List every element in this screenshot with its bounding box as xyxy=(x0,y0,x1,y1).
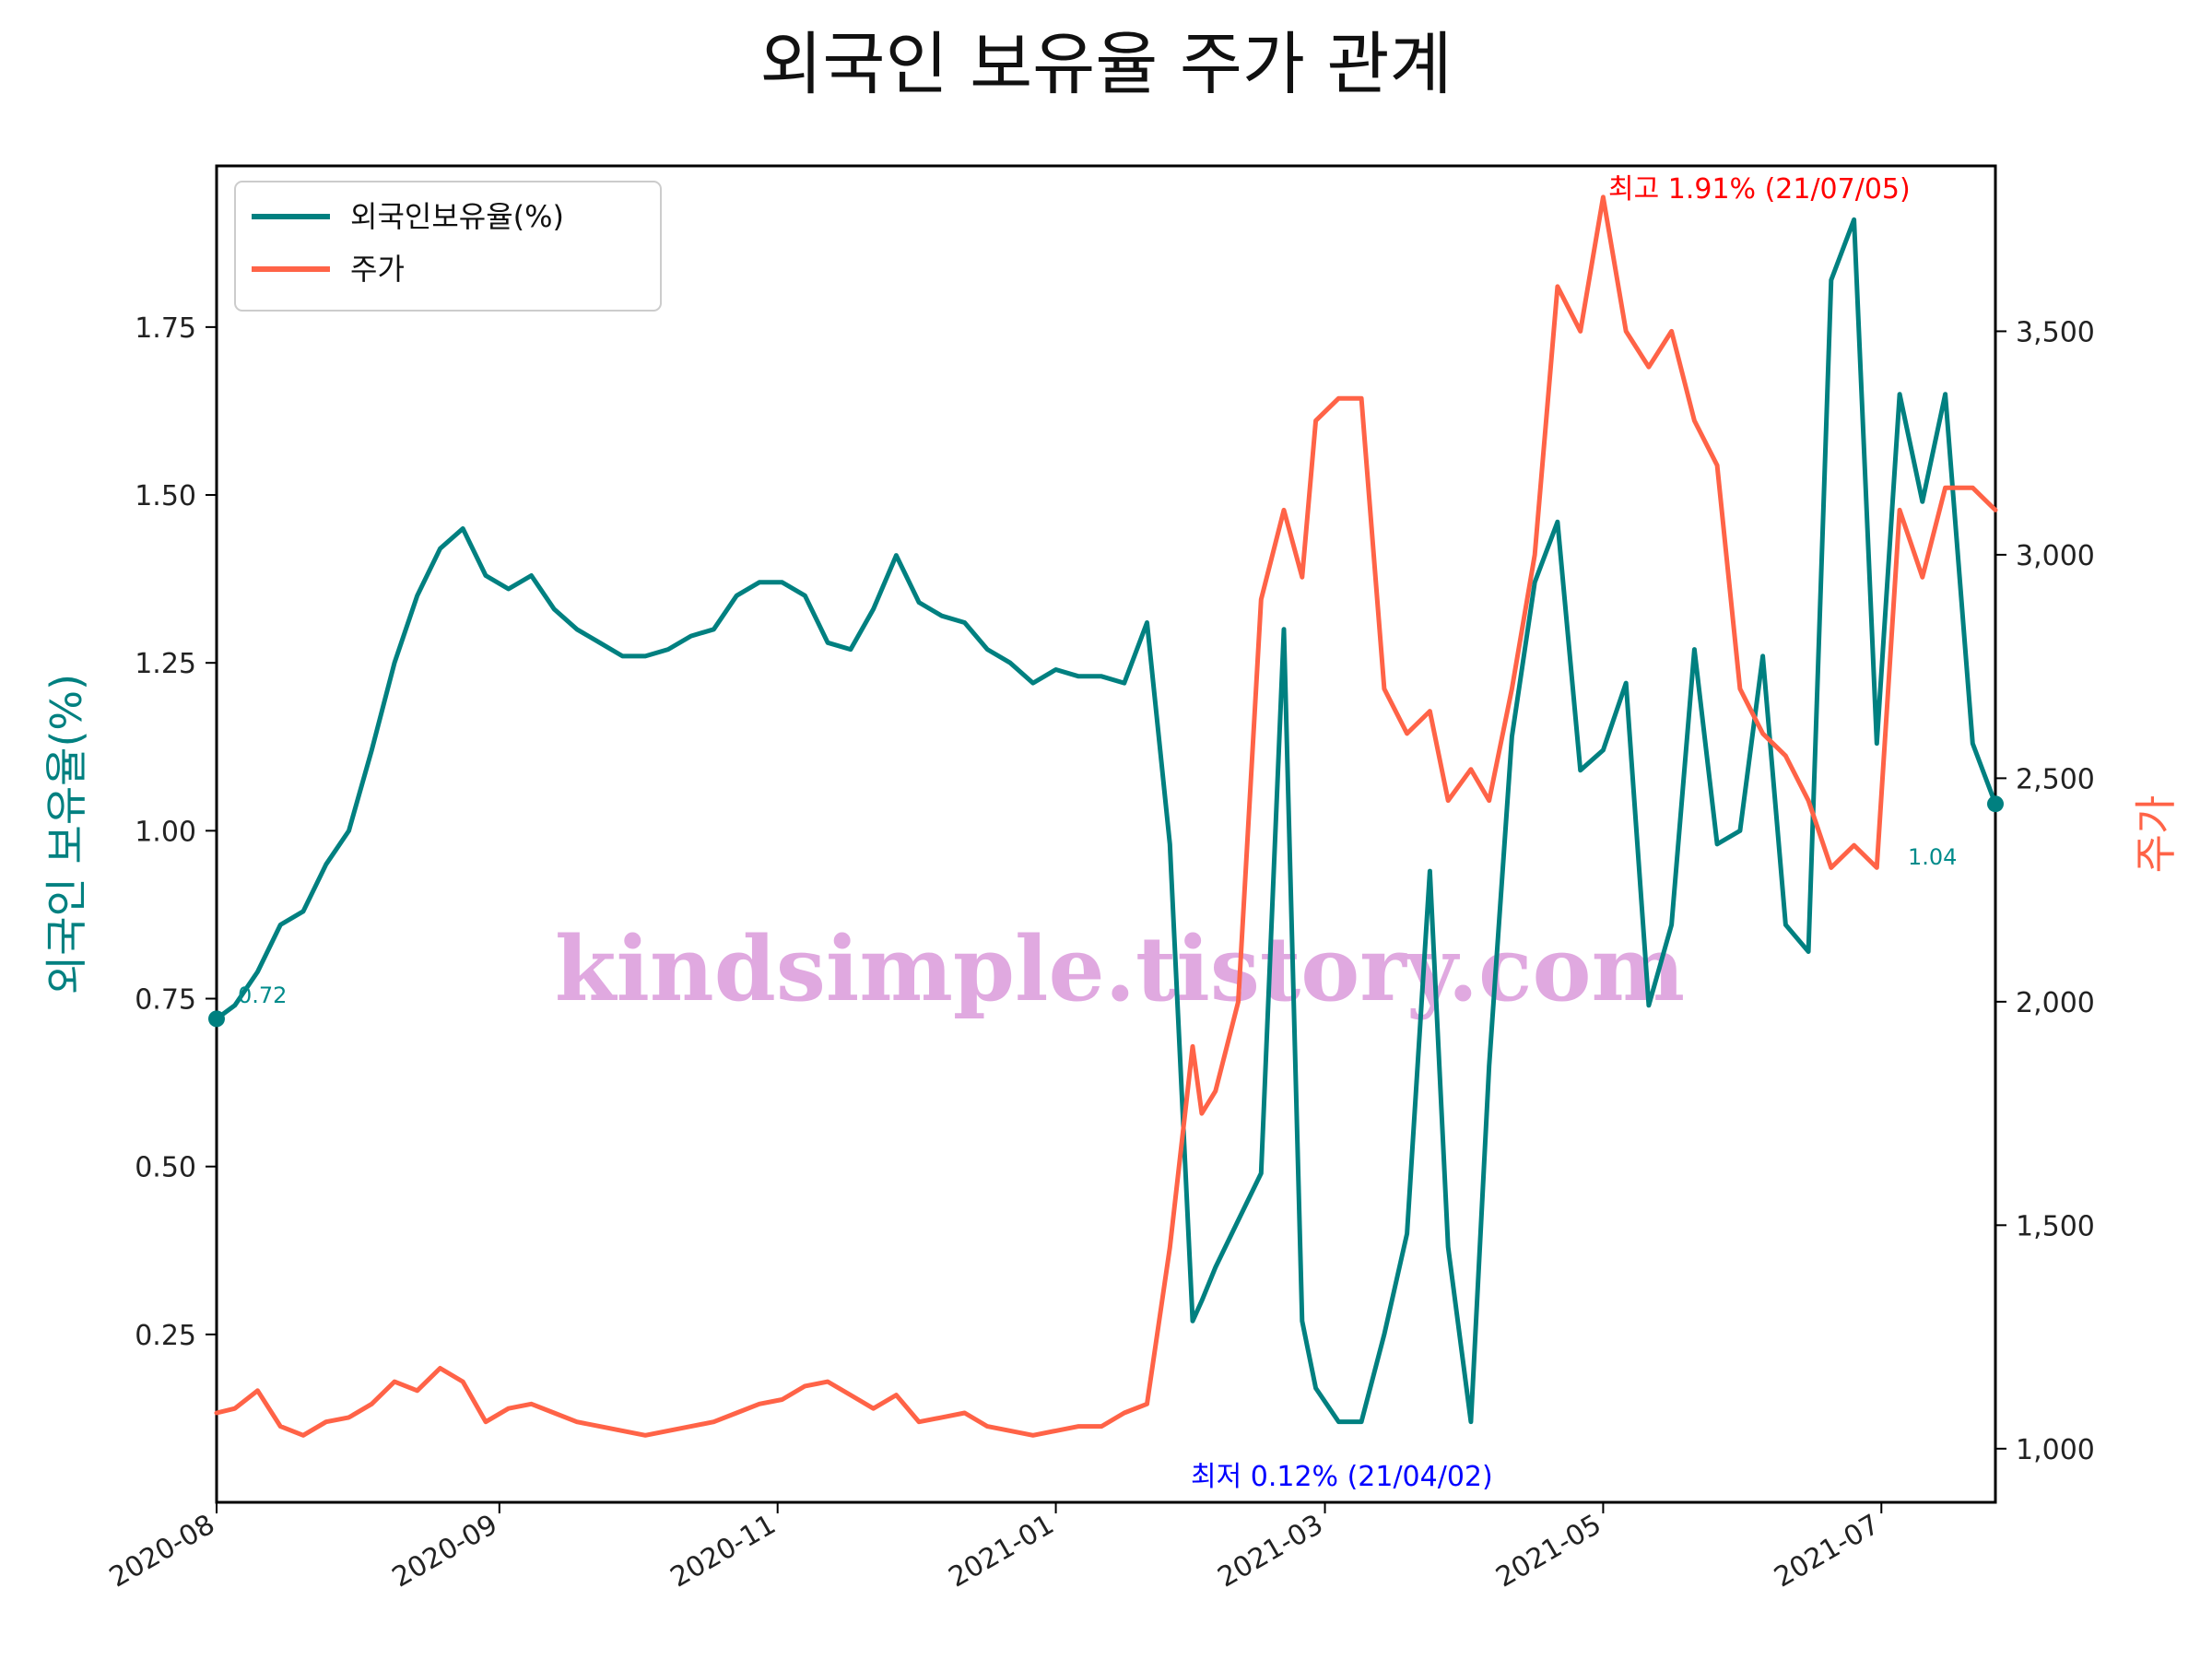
left-y-tick-label: 1.25 xyxy=(135,648,196,680)
max-annotation: 최고 1.91% (21/07/05) xyxy=(1608,173,1911,206)
end-point-marker xyxy=(1987,795,2004,813)
legend: 외국인보유율(%) 주가 xyxy=(234,181,662,312)
right-y-tick-label: 1,000 xyxy=(2016,1434,2095,1466)
right-y-tick-label: 2,500 xyxy=(2016,763,2095,795)
start-point-marker xyxy=(208,1010,225,1028)
start-value-label: 0.72 xyxy=(238,982,287,1008)
right-y-tick-label: 3,500 xyxy=(2016,316,2095,348)
legend-label-price: 주가 xyxy=(350,252,405,287)
left-y-tick-label: 0.25 xyxy=(135,1320,196,1352)
plot-frame xyxy=(215,164,1997,1504)
legend-box xyxy=(234,181,662,312)
legend-label-ratio: 외국인보유율(%) xyxy=(350,199,564,234)
min-annotation: 최저 0.12% (21/04/02) xyxy=(1191,1461,1493,1493)
price-series-line xyxy=(214,194,1998,1438)
left-y-tick-label: 1.00 xyxy=(135,816,196,848)
left-y-tick-label: 1.75 xyxy=(135,312,196,345)
chart-title: 외국인 보유율 주가 관계 xyxy=(759,25,1452,104)
left-y-tick-label: 1.50 xyxy=(135,480,196,512)
plot-area xyxy=(215,164,1997,1504)
ratio-series-line xyxy=(214,217,1998,1425)
end-value-label: 1.04 xyxy=(1908,844,1957,870)
right-y-tick-label: 1,500 xyxy=(2016,1210,2095,1242)
right-y-tick-label: 2,000 xyxy=(2016,987,2095,1019)
left-y-tick-label: 0.75 xyxy=(135,984,196,1017)
left-y-tick-label: 0.50 xyxy=(135,1152,196,1184)
series-layer xyxy=(208,194,2004,1438)
right-y-axis-label: 주가 xyxy=(2131,795,2181,874)
left-y-axis-label: 외국인 보유율(%) xyxy=(41,674,91,994)
right-y-axis: 1,000 1,500 2,000 2,500 3,000 3,500 xyxy=(1995,316,2095,1466)
left-y-axis: 0.25 0.50 0.75 1.00 1.25 1.50 1.75 xyxy=(135,312,217,1352)
watermark-text: kindsimple.tistory.com xyxy=(555,917,1685,1021)
right-y-tick-label: 3,000 xyxy=(2016,540,2095,572)
